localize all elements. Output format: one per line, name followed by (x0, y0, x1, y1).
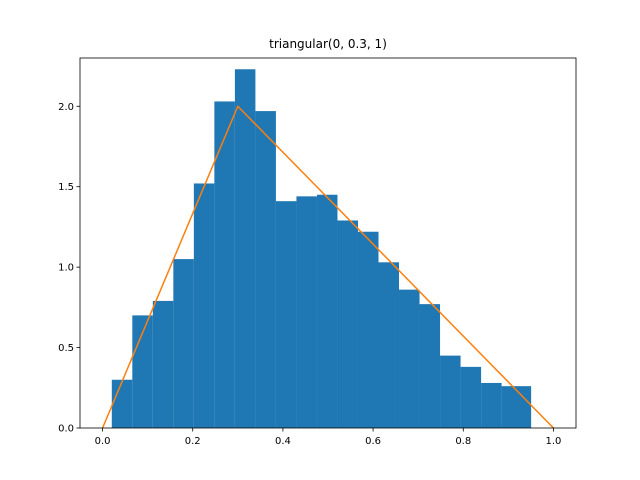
series-line (101, 105, 554, 429)
y-tick-label: 0.0 (58, 424, 74, 435)
x-tick-label: 0.8 (455, 436, 471, 447)
x-tick-label: 0.0 (95, 436, 111, 447)
histogram-bar (357, 231, 379, 428)
x-tick-label: 0.4 (275, 436, 291, 447)
histogram-bar (193, 183, 215, 428)
x-tick-label: 0.2 (185, 436, 201, 447)
pdf-lines (101, 105, 554, 429)
histogram-bar (234, 69, 256, 428)
histogram-bar (481, 382, 502, 428)
histogram-bar (173, 259, 194, 428)
histogram-bar (399, 289, 420, 428)
histogram-bar (255, 111, 276, 428)
x-tick-label: 1.0 (546, 436, 562, 447)
plot-frame (79, 57, 577, 429)
y-tick-label: 1.0 (58, 263, 74, 274)
histogram-bar (296, 196, 317, 428)
histogram-bar (501, 386, 532, 428)
histogram-bar (275, 201, 297, 428)
histogram-bar (316, 194, 338, 428)
histogram-bar (111, 379, 133, 428)
histogram-bar (419, 304, 441, 428)
histogram-bar (378, 262, 400, 428)
histogram-bar (337, 220, 358, 428)
y-tick-label: 1.5 (58, 182, 74, 193)
histogram-bar (440, 355, 461, 428)
histogram-bar (214, 101, 235, 429)
y-tick-label: 0.5 (58, 343, 74, 354)
x-tick-label: 0.6 (365, 436, 381, 447)
chart-title: triangular(0, 0.3, 1) (269, 37, 387, 51)
y-tick-label: 2.0 (58, 102, 74, 113)
x-axis: 0.0 0.2 0.4 0.6 0.8 1.0 (95, 428, 562, 447)
y-axis: 0.0 0.5 1.0 1.5 2.0 (58, 102, 80, 435)
histogram-bar (460, 366, 482, 428)
histogram-bar (152, 300, 174, 428)
